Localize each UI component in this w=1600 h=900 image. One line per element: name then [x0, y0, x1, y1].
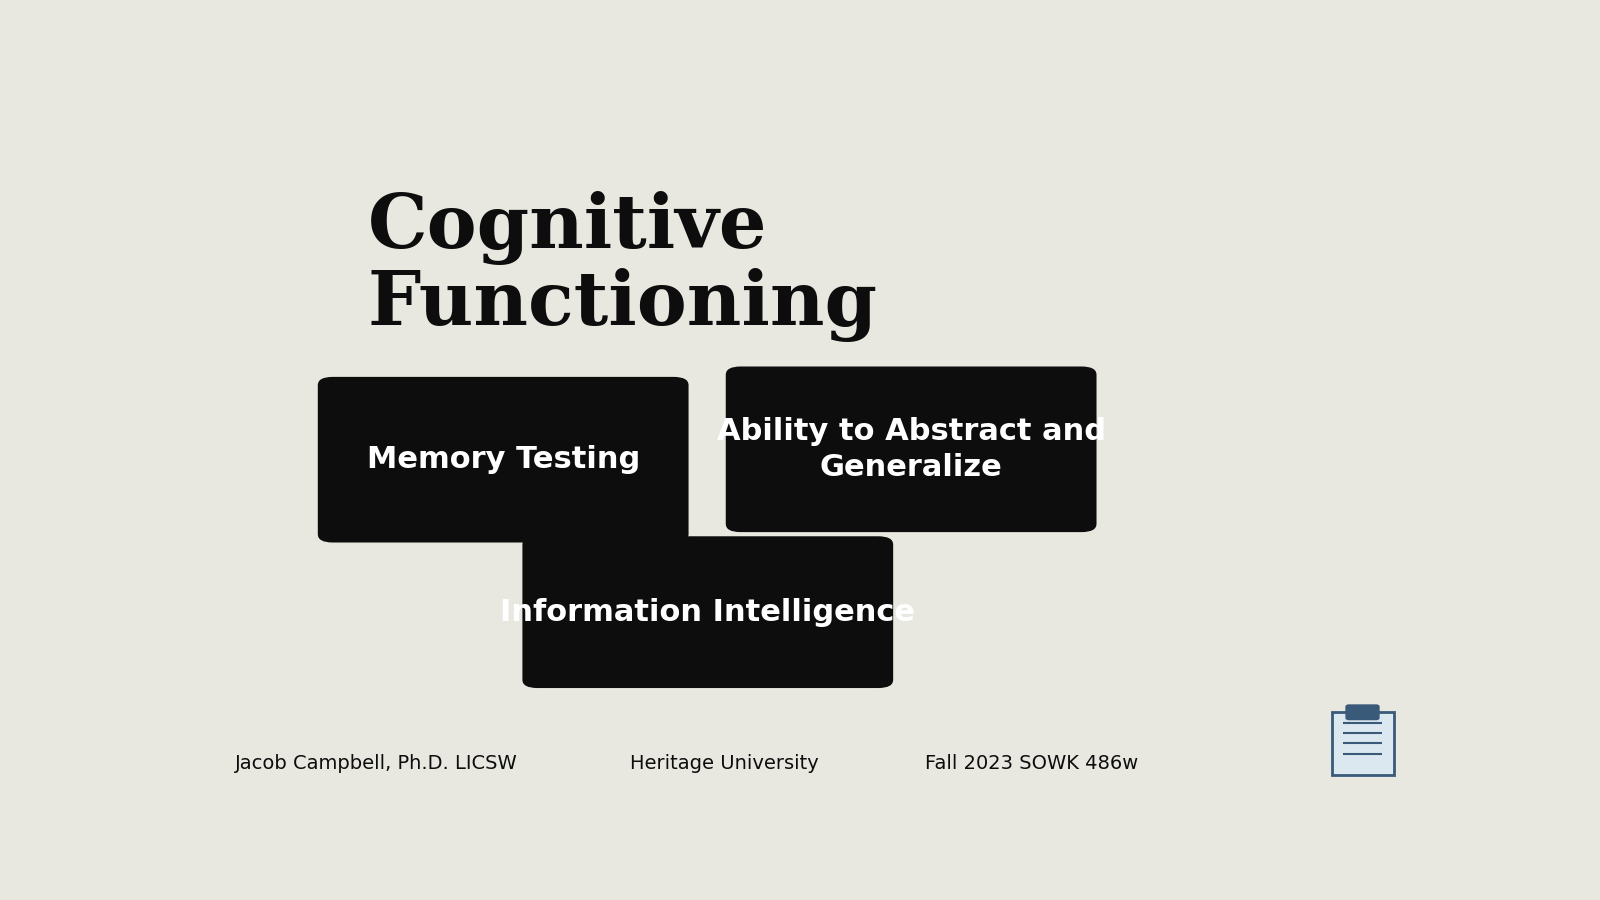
Text: Information Intelligence: Information Intelligence — [501, 598, 915, 626]
Text: Ability to Abstract and
Generalize: Ability to Abstract and Generalize — [717, 417, 1106, 482]
Text: Cognitive
Functioning: Cognitive Functioning — [368, 191, 877, 342]
FancyBboxPatch shape — [726, 366, 1096, 532]
Text: Jacob Campbell, Ph.D. LICSW: Jacob Campbell, Ph.D. LICSW — [235, 754, 517, 773]
FancyBboxPatch shape — [1346, 706, 1379, 719]
Text: Heritage University: Heritage University — [630, 754, 819, 773]
FancyBboxPatch shape — [1331, 712, 1394, 776]
FancyBboxPatch shape — [318, 377, 688, 543]
Text: Fall 2023 SOWK 486w: Fall 2023 SOWK 486w — [925, 754, 1139, 773]
FancyBboxPatch shape — [523, 536, 893, 688]
Text: Memory Testing: Memory Testing — [366, 446, 640, 474]
